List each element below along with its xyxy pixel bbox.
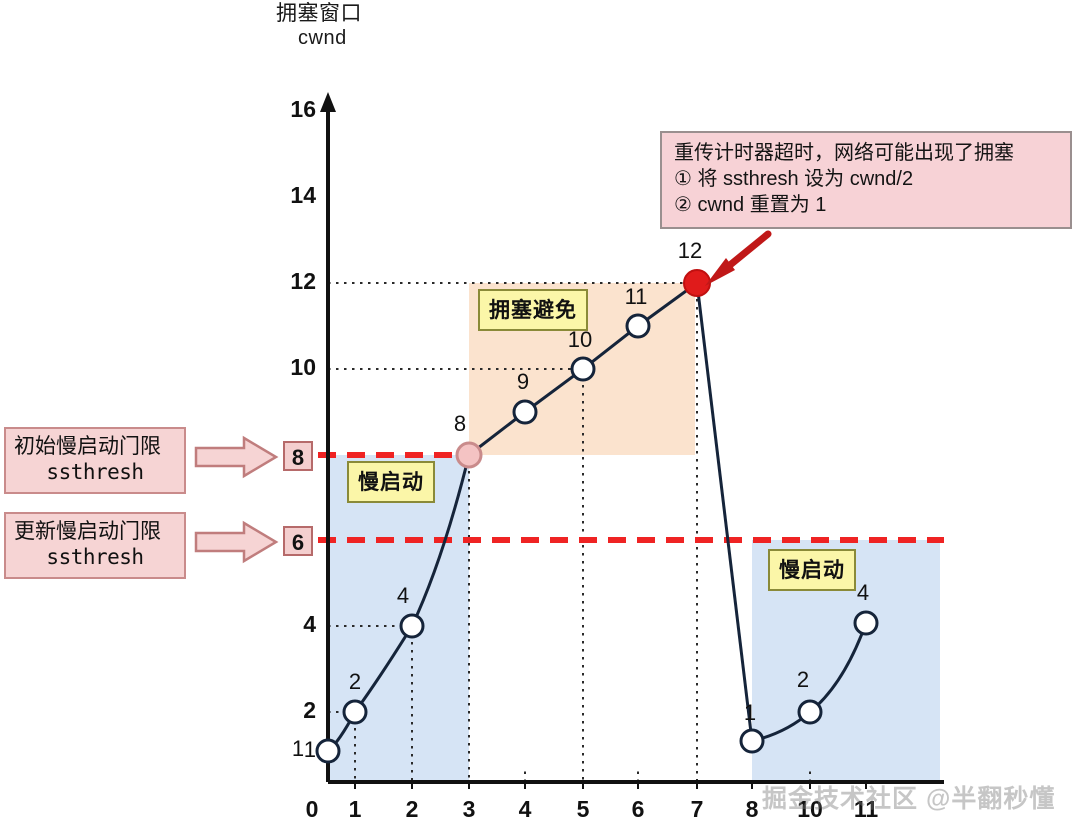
point-label-0-1: 1 [291, 736, 305, 761]
x-tick-8: 8 [745, 796, 759, 822]
point-label-11-4: 4 [856, 580, 870, 605]
region-tag-slow-start-left: 慢启动 [347, 461, 435, 503]
side-label-updated-ssthresh: 更新慢启动门限 ssthresh [4, 512, 186, 580]
point-label-4-9: 9 [516, 369, 530, 394]
ssthresh-updated-block-arrow-icon [194, 520, 279, 564]
curve-timeout-drop [695, 282, 754, 742]
y-tick-10: 10 [290, 354, 316, 380]
x-tick-3: 3 [462, 796, 476, 822]
y-axis-arrowhead [320, 92, 336, 112]
side-label-updated-line1: 更新慢启动门限 [14, 520, 161, 543]
y-tick-12: 12 [290, 268, 316, 294]
x-tick-10: 10 [797, 796, 823, 822]
x-tick-7: 7 [690, 796, 704, 822]
point-label-8-1: 1 [743, 700, 757, 725]
ssthresh-initial-block-arrow-icon [194, 435, 279, 479]
callout-line-3: ② cwnd 重置为 1 [674, 194, 827, 216]
curve-slow-start-left [327, 454, 471, 753]
timeout-callout: 重传计时器超时，网络可能出现了拥塞 ① 将 ssthresh 设为 cwnd/2… [660, 131, 1072, 229]
y-tick-boxed-8: 8 [283, 441, 313, 471]
point-label-2-4: 4 [396, 583, 410, 608]
y-axis-title-cn: 拥塞窗口 [276, 2, 362, 25]
region-slow-start-left [328, 455, 469, 782]
y-tick-boxed-6: 6 [283, 526, 313, 556]
side-label-initial-line1: 初始慢启动门限 [14, 435, 161, 458]
y-axis-title: 拥塞窗口 cwnd [276, 2, 416, 50]
y-tick-4: 4 [303, 611, 316, 637]
data-points [315, 269, 879, 764]
x-tick-0: 0 [305, 796, 319, 822]
x-tick-5: 5 [576, 796, 590, 822]
x-tick-1: 1 [348, 796, 362, 822]
region-tag-congestion-avoidance: 拥塞避免 [478, 289, 588, 331]
point-label-5-10: 10 [567, 327, 593, 352]
y-tick-2: 2 [303, 697, 316, 723]
x-tick-11: 11 [853, 796, 879, 822]
point-label-1-2: 2 [348, 669, 362, 694]
side-label-updated-line2: ssthresh [46, 544, 144, 569]
y-axis-title-en: cwnd [298, 26, 347, 49]
point-label-7-12: 12 [677, 238, 703, 263]
y-tick-1: 1 [303, 737, 316, 762]
side-label-initial-line2: ssthresh [46, 459, 144, 484]
side-label-initial-ssthresh: 初始慢启动门限 ssthresh [4, 427, 186, 495]
callout-line-2: ① 将 ssthresh 设为 cwnd/2 [674, 168, 914, 190]
y-tick-14: 14 [290, 182, 316, 208]
point-label-3-8: 8 [453, 411, 467, 436]
point-label-10-2: 2 [796, 667, 810, 692]
x-tick-marks [354, 782, 867, 789]
region-tag-slow-start-right: 慢启动 [768, 549, 856, 591]
h-guides [328, 282, 697, 713]
point-label-6-11: 11 [624, 284, 648, 309]
x-tick-4: 4 [518, 796, 532, 822]
y-tick-16: 16 [290, 96, 316, 122]
callout-line-1: 重传计时器超时，网络可能出现了拥塞 [674, 142, 1014, 164]
x-tick-2: 2 [405, 796, 419, 822]
x-tick-6: 6 [631, 796, 645, 822]
watermark: 掘金技术社区 @半翻秒懂 [762, 785, 1056, 813]
timeout-arrow-icon [705, 230, 772, 286]
